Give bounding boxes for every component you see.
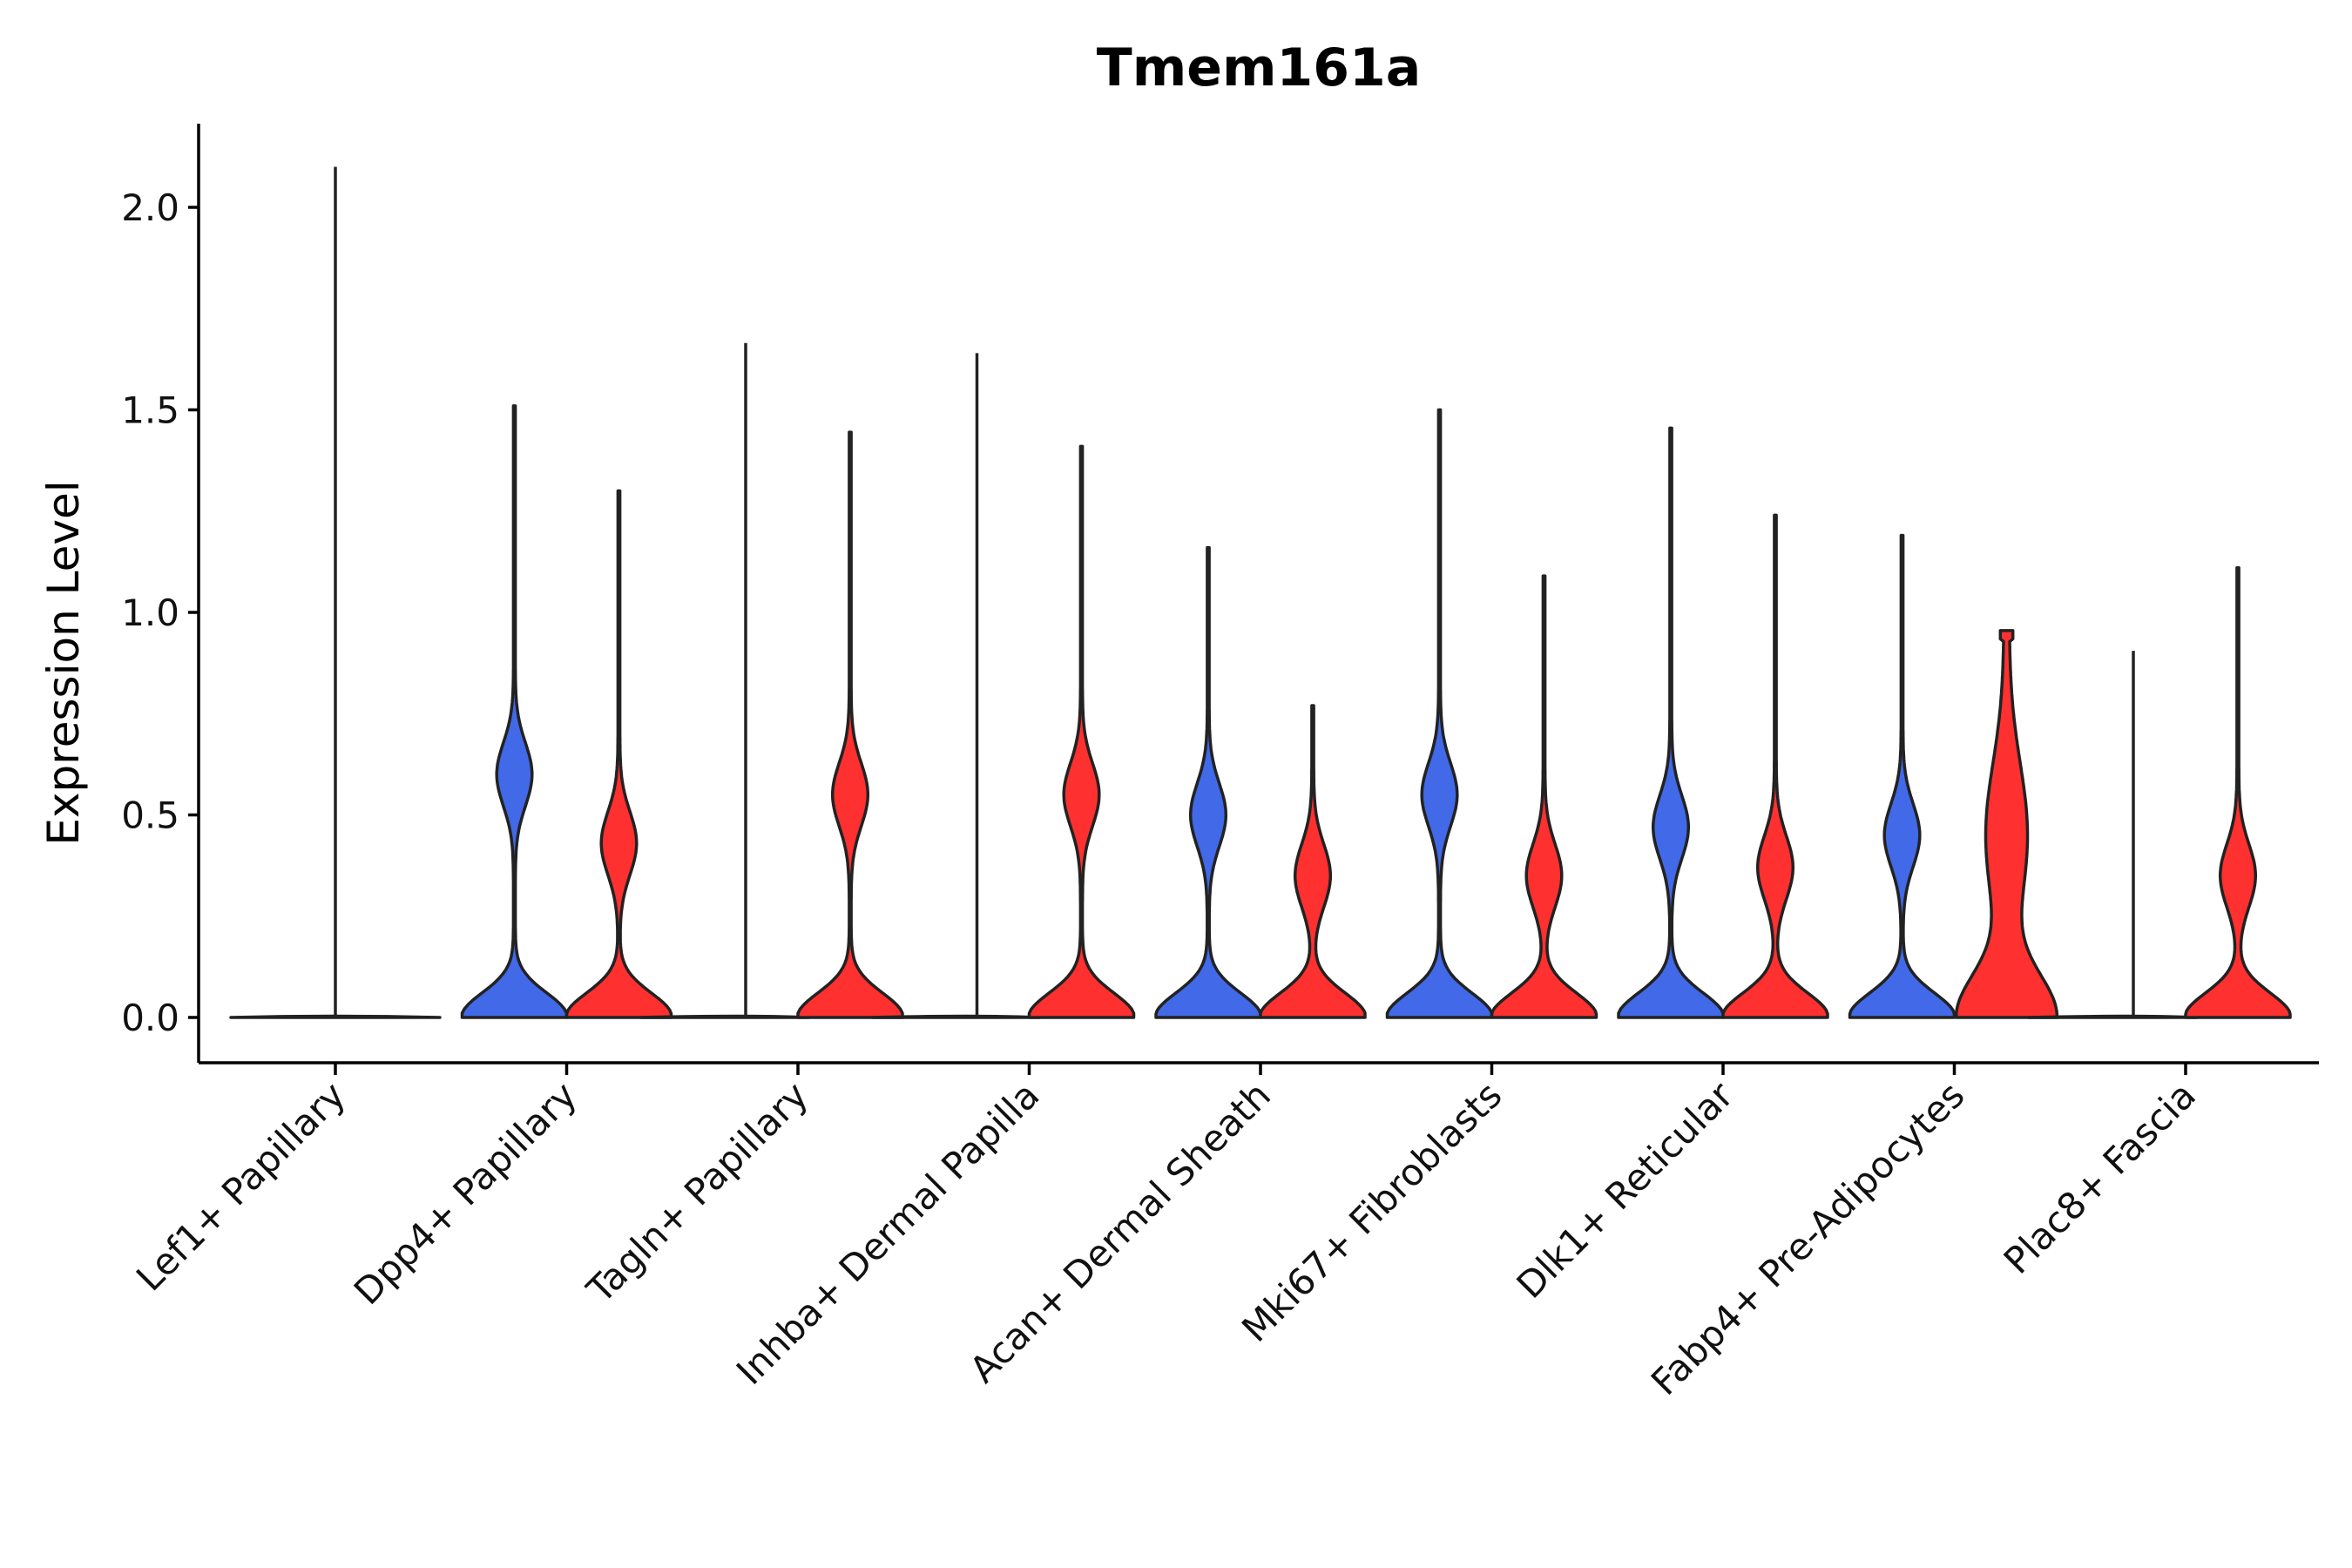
violin-2-group-1 (460, 404, 569, 1019)
violin-6-group-1 (1385, 408, 1494, 1019)
violin-7-group-1 (1617, 426, 1725, 1019)
violin-8-group-2 (1954, 629, 2059, 1019)
violin-5-group-1 (1154, 545, 1262, 1019)
chart-title: Tmem161a (1097, 37, 1421, 98)
x-tick-label-0: Lef1+ Papillary (128, 1073, 354, 1299)
x-tick-label-2: Tagln+ Papillary (578, 1073, 816, 1311)
violin-9-group-2 (2184, 566, 2292, 1019)
violin-4-group-2 (1027, 444, 1136, 1019)
violin-2-group-2 (564, 489, 673, 1019)
labels-layer: Tmem161a Expression Level (38, 37, 1421, 846)
x-tick-label-8: Plac8+ Fascia (1996, 1073, 2204, 1281)
violin-6-group-2 (1490, 574, 1598, 1019)
violins-layer (229, 166, 2292, 1019)
x-tick-label-5: Mki67+ Fibroblasts (1233, 1073, 1510, 1349)
violin-3-group-2 (796, 430, 904, 1019)
x-tick-label-6: Dlk1+ Reticular (1509, 1073, 1742, 1307)
y-tick-label-3: 1.5 (121, 389, 179, 432)
violin-7-group-2 (1721, 513, 1829, 1019)
violin-9-group-1-base (2027, 1014, 2198, 1019)
y-axis-title: Expression Level (38, 480, 89, 845)
y-tick-label-1: 0.5 (121, 794, 179, 837)
x-tick-label-1: Dpp4+ Papillary (346, 1073, 585, 1313)
violin-4-group-1-base (870, 1014, 1042, 1019)
y-tick-label-4: 2.0 (121, 186, 179, 229)
violin-5-group-2 (1259, 704, 1367, 1019)
y-tick-label-2: 1.0 (121, 591, 179, 634)
violin-8-group-1 (1848, 533, 1957, 1019)
y-tick-label-0: 0.0 (121, 997, 179, 1039)
violin-3-group-1-base (639, 1014, 810, 1019)
